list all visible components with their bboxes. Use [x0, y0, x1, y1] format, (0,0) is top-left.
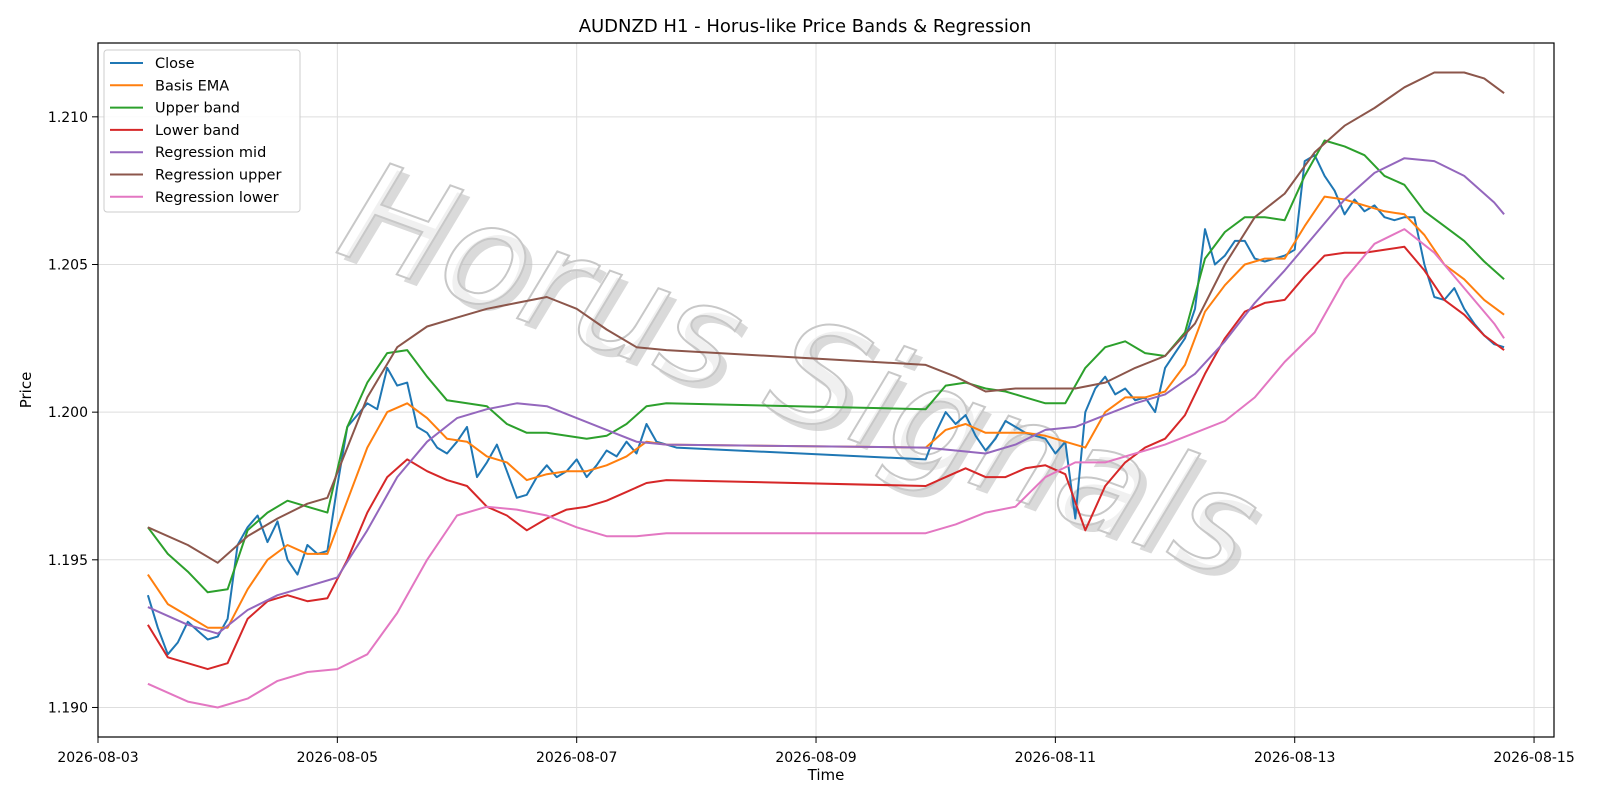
y-tick-label: 1.190 — [48, 700, 88, 716]
x-axis-label: Time — [807, 766, 845, 784]
legend-item-upper-band: Upper band — [110, 101, 240, 117]
legend-label: Regression lower — [155, 190, 279, 206]
legend-label: Regression upper — [155, 168, 281, 184]
series-line-regression-mid — [147, 157, 1505, 635]
plot-frame — [97, 42, 1555, 738]
x-tick-label: 2026-08-03 — [57, 750, 138, 766]
legend-label: Close — [155, 56, 195, 72]
series-line-regression-upper — [147, 71, 1505, 564]
y-tick-label: 1.210 — [48, 110, 88, 126]
series-lines — [146, 71, 1505, 709]
y-axis-ticks: 1.190 1.195 1.200 1.205 1.210 — [48, 110, 98, 716]
series-line-close — [146, 154, 1505, 656]
legend-label: Lower band — [155, 123, 240, 139]
legend-item-basis-ema: Basis EMA — [110, 78, 229, 94]
x-tick-label: 2026-08-11 — [1015, 750, 1096, 766]
chart-title: AUDNZD H1 - Horus-like Price Bands & Reg… — [579, 16, 1032, 37]
legend-label: Upper band — [155, 101, 240, 117]
x-tick-label: 2026-08-07 — [536, 750, 617, 766]
x-tick-label: 2026-08-05 — [297, 750, 378, 766]
legend-item-close: Close — [110, 56, 195, 72]
x-tick-label: 2026-08-09 — [775, 750, 856, 766]
y-tick-label: 1.205 — [48, 257, 88, 273]
legend-item-lower-band: Lower band — [110, 123, 240, 139]
series-line-basis-ema — [147, 195, 1505, 629]
x-tick-label: 2026-08-15 — [1493, 750, 1574, 766]
series-line-regression-lower — [147, 228, 1505, 709]
series-line-upper-band — [147, 139, 1505, 594]
legend-item-regression-lower: Regression lower — [110, 190, 279, 206]
legend-label: Regression mid — [155, 145, 266, 161]
x-tick-label: 2026-08-13 — [1254, 750, 1335, 766]
y-tick-label: 1.195 — [48, 553, 88, 569]
legend: Close Basis EMA Upper band Lower band Regres… — [103, 49, 301, 213]
legend-label: Basis EMA — [155, 78, 229, 94]
legend-item-regression-upper: Regression upper — [110, 168, 281, 184]
grid — [97, 43, 1554, 737]
x-axis-ticks: 2026-08-03 2026-08-05 2026-08-07 2026-08-09… — [57, 737, 1575, 766]
y-tick-label: 1.200 — [48, 405, 88, 421]
y-axis-label: Price — [17, 372, 35, 409]
legend-item-regression-mid: Regression mid — [110, 145, 266, 161]
series-line-lower-band — [147, 245, 1505, 671]
legend-box — [103, 49, 301, 213]
